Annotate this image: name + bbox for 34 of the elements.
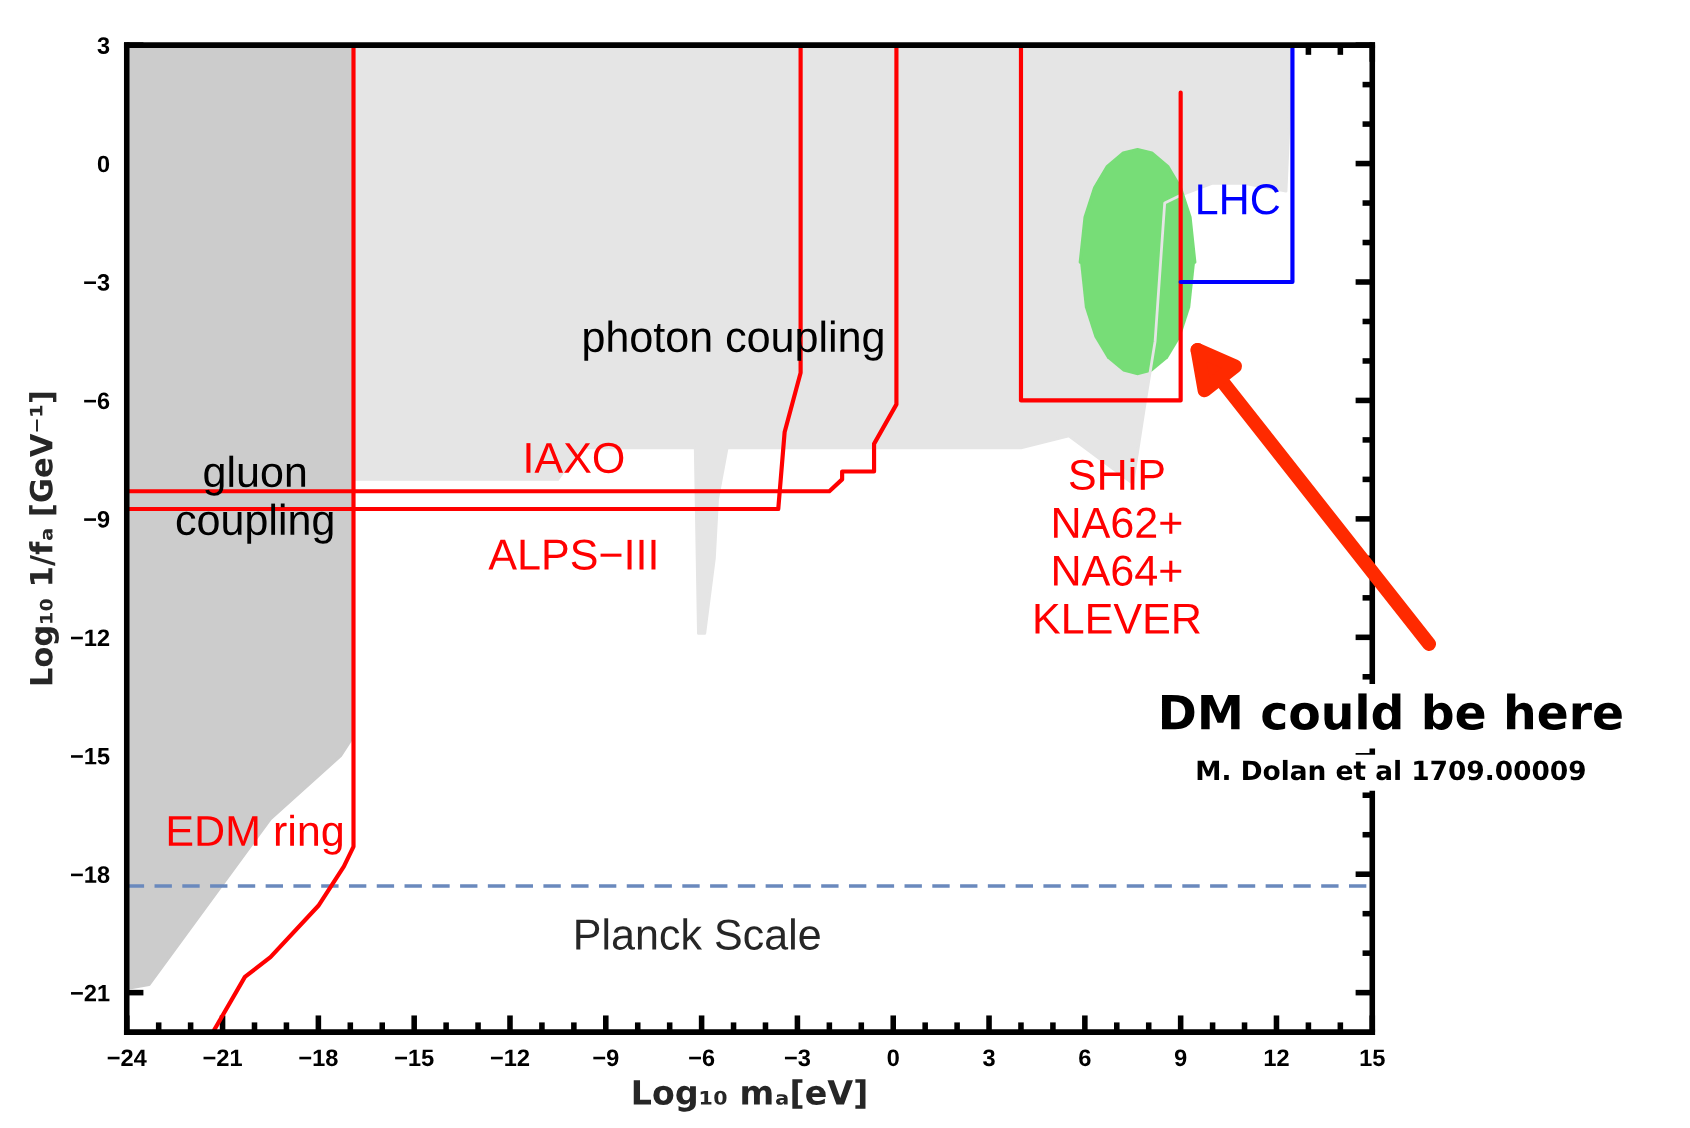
x-tick-label: −9 [593,1049,619,1067]
x-tick-label: 15 [1360,1049,1385,1067]
annotation: M. Dolan et al 1709.00009 [1197,759,1585,781]
y-tick-label: −21 [71,984,110,1002]
series-label: LHC [1198,184,1280,215]
series-label: EDM ring [168,814,342,855]
x-tick-label: 12 [1264,1049,1289,1066]
annotation: gluon coupling [176,455,333,544]
y-tick-label: −15 [71,748,110,765]
y-tick-label: −12 [71,629,110,646]
x-tick-label: −18 [299,1049,338,1067]
y-tick-label: −9 [84,510,110,528]
x-tick-label: −6 [689,1049,715,1067]
y-tick-label: −3 [84,274,110,291]
y-axis-title: Log₁₀ 1/fₐ [GeV⁻¹] [29,392,59,685]
x-tick-label: −21 [203,1049,242,1066]
x-tick-label: −24 [107,1049,147,1066]
series-label: SHiP NA62+ NA64+ KLEVER [1035,458,1200,634]
series-label: IAXO [526,442,624,474]
x-tick-label: 3 [983,1049,995,1067]
x-tick-label: −15 [395,1049,434,1067]
x-tick-label: 0 [887,1049,899,1067]
y-tick-label: −18 [71,866,110,883]
y-tick-label: 3 [97,37,110,54]
annotation: DM could be here [1162,693,1622,730]
x-tick-label: 9 [1174,1049,1187,1067]
y-tick-label: −6 [84,392,110,410]
series-label: ALPS−III [488,539,656,570]
x-axis-title: Log₁₀ mₐ[eV] [633,1079,866,1112]
x-tick-label: 6 [1079,1049,1091,1067]
x-tick-label: −3 [784,1049,811,1067]
x-tick-label: −12 [490,1049,530,1066]
ref-line-label: Planck Scale [576,918,820,950]
y-tick-label: 0 [97,155,110,173]
